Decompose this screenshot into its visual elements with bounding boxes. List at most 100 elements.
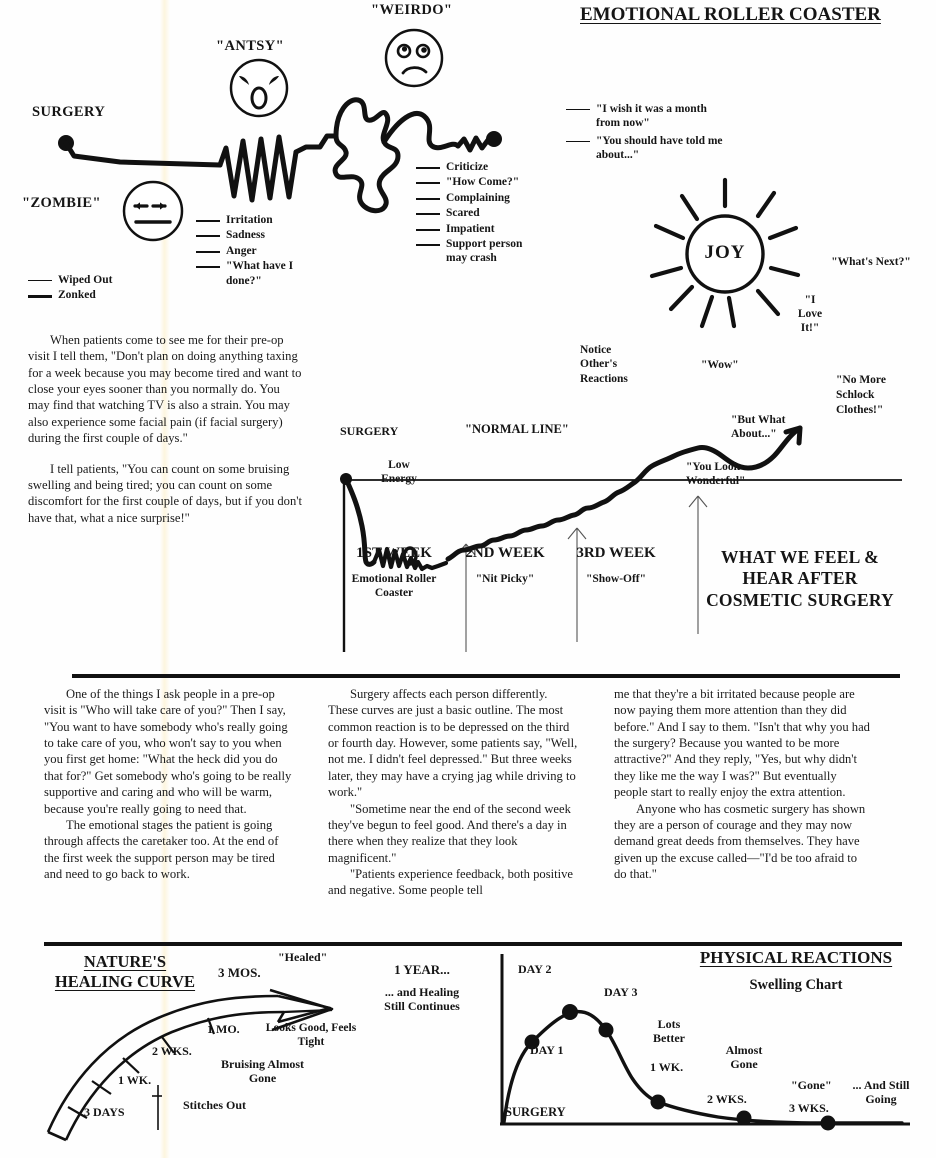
joy-sun-icon xyxy=(649,177,801,329)
physical-reactions-heading: PHYSICAL REACTIONS Swelling Chart xyxy=(690,948,902,994)
essay-paragraph-1: When patients come to see me for their p… xyxy=(28,333,302,446)
column-paragraph: One of the things I ask people in a pre-… xyxy=(44,687,292,816)
looks-good-label: Looks Good, Feels Tight xyxy=(265,1022,357,1048)
list-item-label: Criticize xyxy=(446,161,489,173)
column-paragraph: "Sometime near the end of the second wee… xyxy=(328,801,571,865)
essay-paragraph-2: I tell patients, "You can count on some … xyxy=(28,461,303,525)
roller-coaster-line-art xyxy=(58,97,502,214)
dash-icon xyxy=(196,235,220,238)
list-item: "What have I done?" xyxy=(196,259,308,288)
legend-label: Wiped Out xyxy=(58,274,113,286)
three-wks-label: 3 WKS. xyxy=(789,1101,829,1115)
list-item-label: "What have I done?" xyxy=(226,260,294,287)
dash-icon xyxy=(566,140,590,142)
bruising-label: Bruising Almost Gone xyxy=(220,1057,304,1086)
zombie-face-icon xyxy=(122,180,184,242)
zombie-symptom-list: Irritation Sadness Anger "What have I do… xyxy=(196,213,308,289)
intensity-legend: Wiped Out Zonked xyxy=(28,273,112,304)
column-paragraph: "Patients experience feedback, both posi… xyxy=(328,866,574,898)
dash-icon xyxy=(196,250,220,253)
list-item-label: Irritation xyxy=(226,214,273,226)
column-paragraph: Surgery affects each person differently.… xyxy=(328,687,578,800)
wow-note: "Wow" xyxy=(701,359,739,371)
list-item: Impatient xyxy=(416,222,526,236)
list-item-label: "I wish it was a month from now" xyxy=(596,103,707,130)
dash-icon xyxy=(416,243,440,246)
list-item-label: Support person may crash xyxy=(446,237,523,265)
surgery-label-top: SURGERY xyxy=(32,104,106,120)
weirdo-label: "WEIRDO" xyxy=(371,2,453,18)
week-sub-label: Emotional Roller Coaster xyxy=(351,572,437,599)
section-divider-top xyxy=(72,674,900,678)
list-item-label: Scared xyxy=(446,207,480,220)
low-energy-label: Low Energy xyxy=(381,459,417,486)
dash-icon xyxy=(416,228,440,231)
day-3-label: DAY 3 xyxy=(604,985,638,999)
i-love-it-note: "I Love It!" xyxy=(797,294,823,335)
you-look-wonderful-note: "You Look Wonderful" xyxy=(686,461,746,488)
almost-gone-label: Almost Gone xyxy=(725,1043,763,1072)
swelling-origin-label: SURGERY xyxy=(505,1105,566,1119)
list-item: Anger xyxy=(196,244,308,258)
weirdo-symptom-list: Criticize "How Come?" Complaining Scared… xyxy=(416,160,526,267)
essay-block: When patients come to see me for their p… xyxy=(28,332,304,526)
list-item-label: Impatient xyxy=(446,222,495,235)
healing-label-1-mo: 1 MO. xyxy=(207,1022,240,1036)
legend-item: Wiped Out xyxy=(28,273,112,287)
list-item-label: Anger xyxy=(226,244,257,257)
what-we-feel-title: WHAT WE FEEL & HEAR AFTER COSMETIC SURGE… xyxy=(706,547,894,610)
text-column-2: Surgery affects each person differently.… xyxy=(328,686,578,899)
dash-icon xyxy=(196,266,220,269)
main-emotional-chart xyxy=(340,425,902,652)
whats-next-note: "What's Next?" xyxy=(831,256,911,268)
antsy-label: "ANTSY" xyxy=(216,38,285,54)
page-title: EMOTIONAL ROLLER COASTER xyxy=(580,4,881,25)
list-item: "I wish it was a month from now" xyxy=(566,102,731,131)
dash-icon xyxy=(416,197,440,200)
healing-label-2-wks: 2 WKS. xyxy=(152,1044,192,1058)
text-column-1: One of the things I ask people in a pre-… xyxy=(44,686,294,882)
week-block-1: 1ST WEEK Emotional Roller Coaster xyxy=(348,545,440,600)
list-item: Scared xyxy=(416,206,526,220)
thick-line-icon xyxy=(28,295,52,299)
list-item: "How Come?" xyxy=(416,175,526,189)
one-wk-label: 1 WK. xyxy=(650,1060,684,1074)
list-item-label: "How Come?" xyxy=(446,176,520,189)
day-2-label: DAY 2 xyxy=(518,962,552,976)
healing-curve-title-line1: NATURE'S xyxy=(83,952,167,971)
no-more-schlock-clothes-note: "No More Schlock Clothes!" xyxy=(836,374,886,416)
column-paragraph: Anyone who has cosmetic surgery has show… xyxy=(614,801,866,881)
normal-line-label: "NORMAL LINE" xyxy=(465,422,569,436)
column-paragraph: The emotional stages the patient is goin… xyxy=(44,817,279,881)
week-block-3: 3RD WEEK "Show-Off" xyxy=(570,545,662,586)
healing-label-1-wk: 1 WK. xyxy=(118,1073,152,1087)
week-sub-label: "Nit Picky" xyxy=(475,572,535,585)
weirdo-face-icon xyxy=(384,28,444,88)
swelling-chart-graphic xyxy=(500,954,910,1131)
still-going-label: ... And Still Going xyxy=(852,1078,910,1107)
dash-icon xyxy=(566,109,590,110)
healing-label-3-mos: 3 MOS. xyxy=(218,965,261,980)
legend-item: Zonked xyxy=(28,288,112,302)
physical-reactions-title: PHYSICAL REACTIONS xyxy=(699,948,893,967)
text-column-3: me that they're a bit irritated because … xyxy=(614,686,872,882)
list-item: "You should have told me about..." xyxy=(566,134,731,163)
list-item: Irritation xyxy=(196,213,308,227)
thin-line-icon xyxy=(28,280,52,281)
day-1-label: DAY 1 xyxy=(530,1043,564,1057)
dash-icon xyxy=(416,182,440,185)
column-paragraph: me that they're a bit irritated because … xyxy=(614,687,870,800)
list-item-label: Complaining xyxy=(446,191,510,204)
week-block-2: 2ND WEEK "Nit Picky" xyxy=(459,545,551,586)
healing-curve-title: NATURE'S HEALING CURVE xyxy=(40,952,210,992)
swelling-chart-subtitle: Swelling Chart xyxy=(749,977,843,993)
week-label: 3RD WEEK xyxy=(576,545,656,561)
list-item: Sadness xyxy=(196,228,308,242)
dash-icon xyxy=(416,167,440,169)
dash-icon xyxy=(196,220,220,222)
week-label: 1ST WEEK xyxy=(356,545,432,561)
one-year-label: 1 YEAR... xyxy=(394,962,450,977)
dash-icon xyxy=(416,213,440,216)
stitches-out-label: Stitches Out xyxy=(183,1098,246,1112)
healing-still-continues-label: ... and Healing Still Continues xyxy=(384,985,460,1014)
